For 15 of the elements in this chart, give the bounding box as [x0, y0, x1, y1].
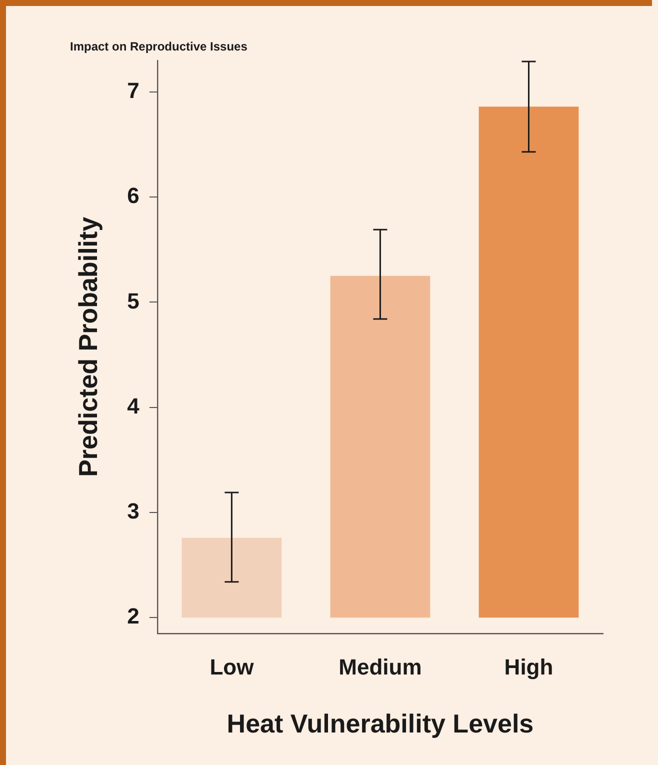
x-axis-title: Heat Vulnerability Levels	[226, 708, 534, 739]
y-tick-label: 3	[127, 498, 140, 524]
bar	[330, 276, 430, 618]
y-tick-label: 2	[127, 604, 140, 629]
y-tick-label: 6	[127, 183, 140, 208]
x-tick-label: Low	[210, 654, 255, 680]
chart-title: Impact on Reproductive Issues	[70, 40, 248, 54]
y-tick-label: 5	[127, 288, 140, 314]
y-tick-label: 7	[127, 78, 140, 104]
y-tick-label: 4	[127, 393, 140, 418]
x-tick-label: Medium	[338, 654, 422, 680]
y-axis-title: Predicted Probability	[72, 216, 103, 477]
bar	[478, 106, 579, 618]
x-tick-label: High	[504, 654, 554, 680]
bar	[182, 538, 282, 618]
